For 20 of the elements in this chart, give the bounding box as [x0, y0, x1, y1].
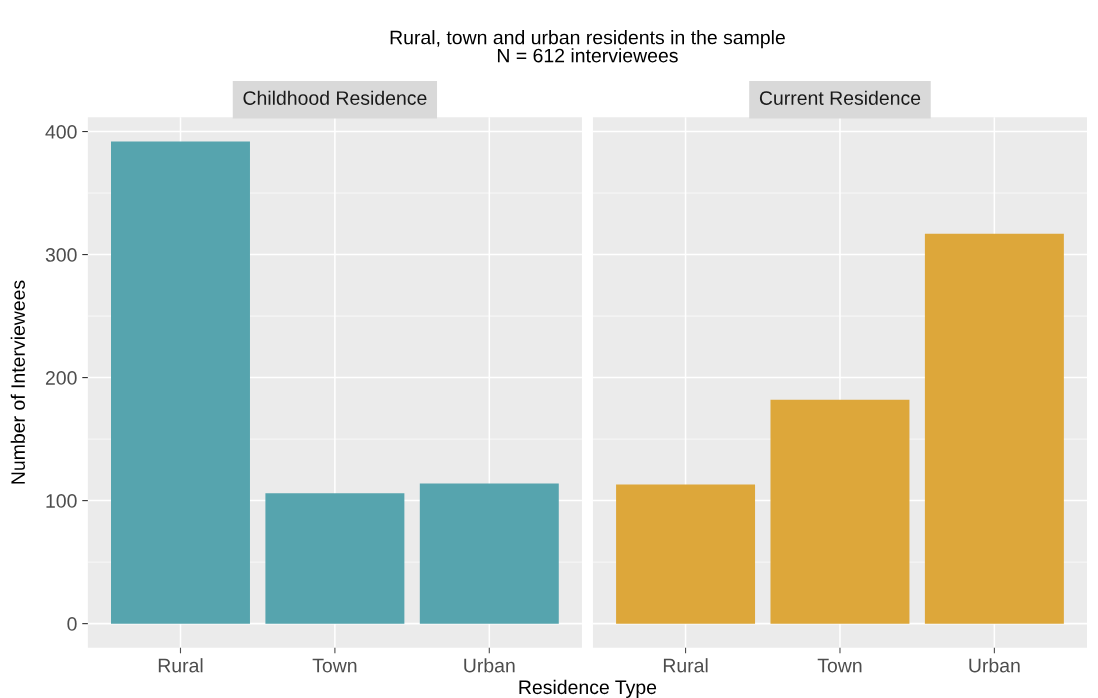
x-tick-label: Urban [969, 658, 1020, 673]
bar [419, 483, 559, 624]
x-axis-title: Residence Type [519, 679, 657, 698]
text: N = 612 interviewees [497, 48, 678, 63]
x-tick-label: Rural [663, 658, 708, 673]
x-tick-label: Urban [464, 658, 515, 673]
x-tick-label: Town [312, 658, 357, 673]
chart-title: Childhood Residence [243, 90, 427, 105]
y-tick-label: 0 [67, 617, 77, 631]
y-tick-label: 300 [45, 248, 77, 262]
bar [265, 493, 405, 624]
y-tick-label: 100 [46, 494, 77, 508]
bar [111, 141, 250, 624]
y-tick-label: 400 [45, 125, 77, 139]
x-tick-label: Rural [158, 658, 203, 673]
y-axis-title: Number of Interviewees [10, 280, 25, 484]
chart-title: Current Residence [759, 90, 921, 105]
text: Rural, town and urban residents in the sample [390, 30, 785, 49]
y-tick-label: 200 [45, 371, 77, 385]
x-tick-label: Town [817, 658, 862, 673]
